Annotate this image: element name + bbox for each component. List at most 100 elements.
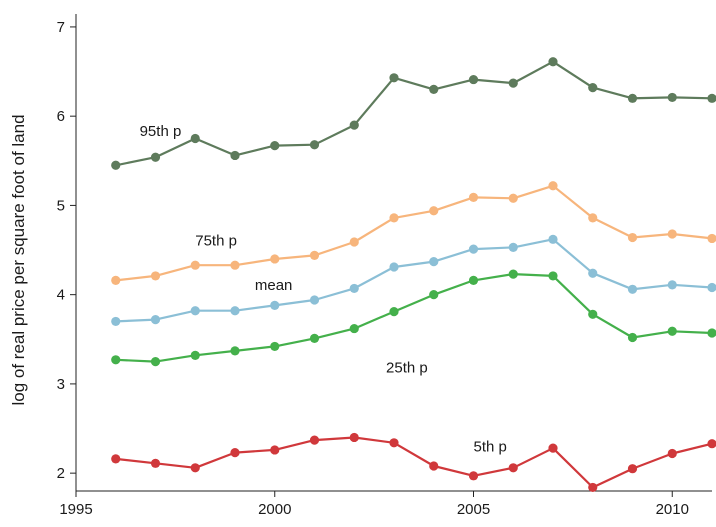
data-point	[111, 160, 121, 170]
data-point	[190, 133, 200, 144]
data-point	[508, 193, 518, 203]
data-point	[548, 271, 558, 281]
series-line	[115, 238, 713, 323]
series-25th-p	[111, 269, 716, 367]
data-point	[230, 346, 240, 356]
data-point	[548, 57, 558, 67]
data-point	[667, 448, 677, 459]
y-tick-label: 5	[57, 197, 65, 214]
data-point	[309, 250, 320, 260]
data-point	[429, 461, 439, 471]
data-point	[309, 140, 320, 150]
x-tick-label: 2010	[656, 501, 689, 518]
data-point	[707, 93, 716, 103]
x-tick-label: 2000	[258, 501, 291, 518]
data-point	[349, 237, 359, 247]
data-point	[270, 300, 280, 310]
data-point	[429, 84, 439, 94]
data-point	[349, 283, 359, 294]
data-point	[429, 206, 439, 216]
data-point	[230, 260, 240, 270]
data-point	[667, 326, 677, 336]
data-point	[270, 341, 280, 352]
data-point	[508, 78, 518, 88]
data-point	[707, 439, 716, 449]
series-5th-p	[111, 432, 716, 493]
series-label: 5th p	[474, 439, 507, 456]
data-point	[150, 152, 161, 162]
x-tick-label: 1995	[59, 501, 92, 518]
data-point	[468, 244, 479, 254]
data-point	[429, 257, 439, 267]
series-label: 95th p	[140, 123, 182, 140]
data-point	[667, 229, 677, 239]
series-layer	[111, 57, 716, 493]
y-axis-title: log of real price per square foot of lan…	[9, 114, 28, 405]
data-point	[548, 181, 558, 191]
data-point	[627, 232, 638, 243]
data-point	[190, 350, 200, 360]
data-point	[627, 284, 638, 294]
series-label: mean	[255, 277, 293, 294]
y-tick-label: 3	[57, 376, 65, 393]
data-point	[111, 316, 121, 327]
series-line	[115, 184, 713, 282]
data-point	[349, 432, 359, 443]
data-point	[230, 150, 240, 161]
data-point	[270, 445, 280, 455]
data-point	[190, 260, 200, 270]
data-point	[150, 271, 161, 281]
data-point	[150, 458, 161, 468]
data-point	[190, 306, 200, 316]
x-tick-label: 2005	[457, 501, 490, 518]
data-point	[111, 275, 121, 285]
data-point	[389, 307, 399, 317]
y-tick-label: 4	[57, 287, 65, 304]
data-point	[588, 482, 598, 493]
data-point	[588, 83, 598, 93]
data-point	[548, 234, 558, 244]
data-point	[468, 275, 479, 285]
axes: 2 3 4 5 6 7 1995 2000 2005 2010	[57, 14, 712, 518]
data-point	[508, 242, 518, 252]
data-point	[707, 282, 716, 293]
series-mean	[111, 234, 716, 327]
data-point	[468, 471, 479, 481]
data-point	[429, 290, 439, 300]
y-tick-label: 2	[57, 465, 65, 482]
data-point	[270, 141, 280, 151]
series-75th-p	[111, 181, 716, 285]
data-point	[627, 332, 638, 343]
data-point	[150, 356, 161, 367]
data-point	[468, 192, 479, 202]
series-label-layer: 95th p 75th p mean 25th p 5th p	[140, 123, 507, 456]
data-point	[230, 448, 240, 458]
data-point	[627, 464, 638, 474]
data-point	[389, 213, 399, 223]
series-line	[115, 436, 713, 489]
data-point	[627, 93, 638, 103]
data-point	[588, 213, 598, 223]
data-point	[111, 355, 121, 365]
data-point	[667, 92, 677, 103]
y-tick-label: 6	[57, 108, 65, 125]
series-label: 75th p	[195, 233, 237, 250]
data-point	[389, 262, 399, 272]
data-point	[309, 333, 320, 343]
data-point	[270, 254, 280, 264]
data-point	[667, 280, 677, 290]
data-point	[588, 309, 598, 319]
data-point	[508, 269, 518, 279]
y-tick-label: 7	[57, 19, 65, 36]
data-point	[548, 443, 558, 453]
data-point	[349, 120, 359, 130]
data-point	[707, 233, 716, 244]
data-point	[508, 463, 518, 473]
data-point	[230, 306, 240, 316]
data-point	[309, 435, 320, 445]
series-label: 25th p	[386, 359, 428, 376]
data-point	[150, 315, 161, 325]
data-point	[349, 323, 359, 334]
data-point	[468, 74, 479, 85]
